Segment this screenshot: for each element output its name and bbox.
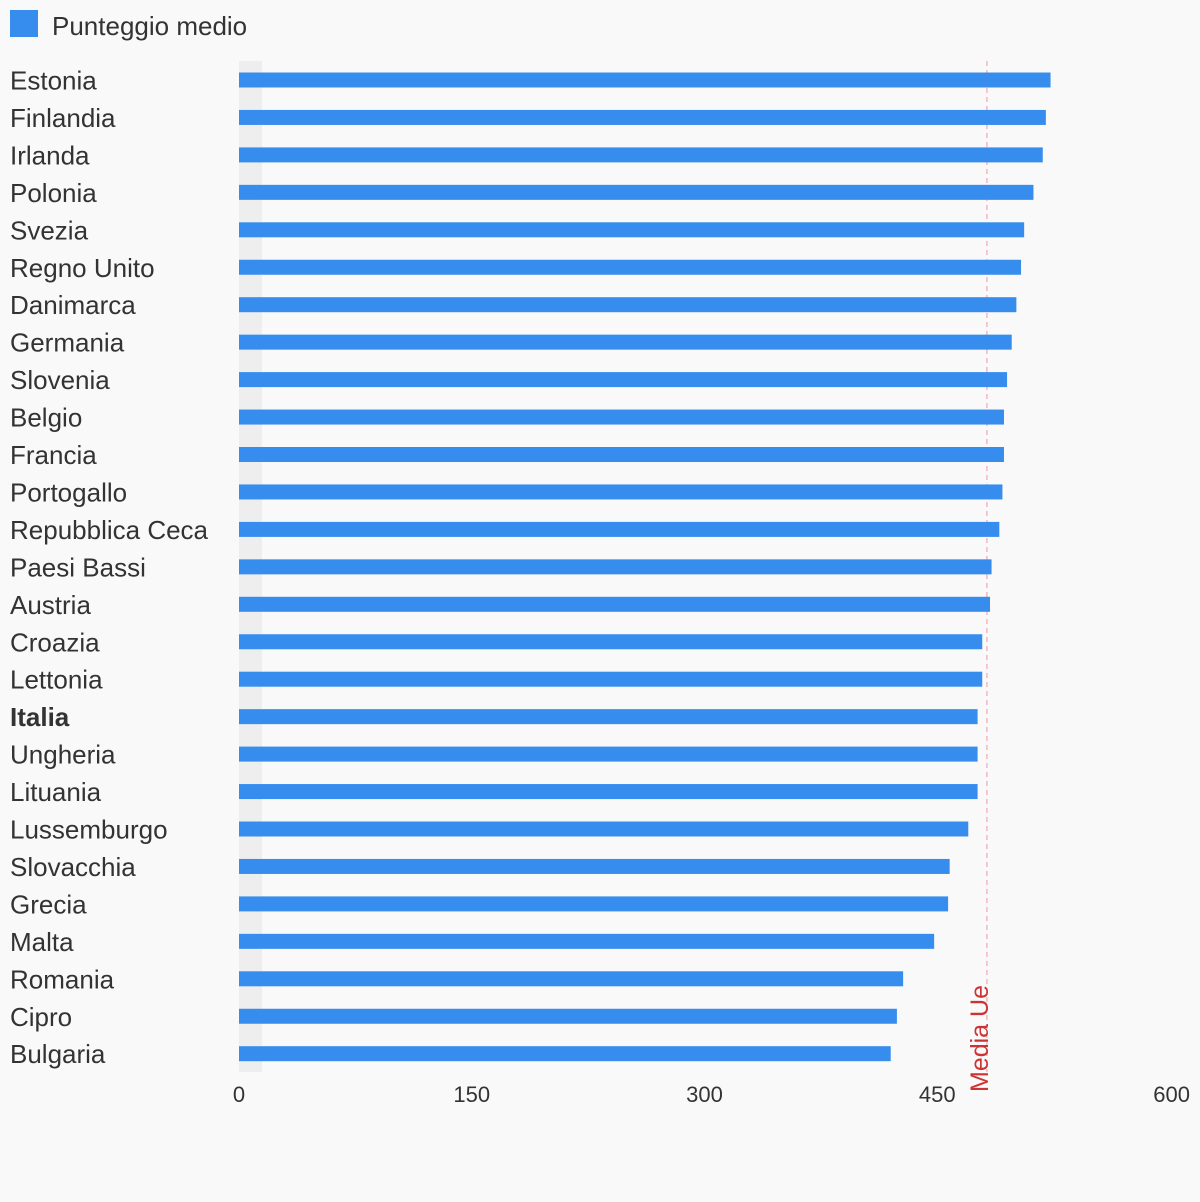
category-label: Francia: [10, 440, 97, 470]
bar: [239, 746, 978, 762]
x-tick-label: 450: [919, 1082, 956, 1107]
bar: [239, 409, 1004, 425]
category-label: Germania: [10, 328, 125, 358]
category-label: Romania: [10, 964, 115, 994]
category-label: Repubblica Ceca: [10, 515, 209, 545]
plot-area: Estonia Finlandia Irlanda Polonia Svezia Regn…: [10, 61, 1190, 1107]
bar: [239, 821, 969, 837]
category-label: Bulgaria: [10, 1039, 106, 1069]
bar: [239, 334, 1012, 350]
category-label: Slovacchia: [10, 852, 136, 882]
bar: [239, 933, 935, 949]
category-label: Portogallo: [10, 477, 127, 507]
category-label: Lussemburgo: [10, 815, 168, 845]
x-tick-label: 0: [233, 1082, 245, 1107]
bar: [239, 784, 978, 800]
legend-swatch: [10, 10, 38, 37]
category-label: Slovenia: [10, 365, 110, 395]
category-label: Paesi Bassi: [10, 552, 146, 582]
x-tick-label: 150: [453, 1082, 490, 1107]
bar: [239, 147, 1043, 163]
category-label: Ungheria: [10, 740, 116, 770]
bar: [239, 222, 1025, 238]
category-label: Grecia: [10, 889, 87, 919]
bar: [239, 858, 950, 874]
bar: [239, 259, 1022, 275]
legend-label: Punteggio medio: [52, 11, 247, 41]
category-label: Lettonia: [10, 665, 103, 695]
bar: [239, 1008, 897, 1024]
category-label: Polonia: [10, 178, 97, 208]
bar: [239, 109, 1046, 125]
category-label: Lituania: [10, 777, 102, 807]
category-label: Cipro: [10, 1002, 72, 1032]
category-label: Finlandia: [10, 103, 116, 133]
x-tick-label: 600: [1153, 1082, 1190, 1107]
category-label: Austria: [10, 590, 91, 620]
category-label: Irlanda: [10, 140, 90, 170]
category-label: Estonia: [10, 66, 97, 96]
bar: [239, 971, 904, 987]
category-label: Croazia: [10, 627, 100, 657]
bar: [239, 671, 983, 687]
bar: [239, 72, 1051, 88]
bar: [239, 709, 978, 725]
category-label: Malta: [10, 927, 74, 957]
bar: [239, 596, 991, 612]
bar: [239, 559, 992, 575]
bar: [239, 896, 949, 912]
x-tick-label: 300: [686, 1082, 723, 1107]
bar: [239, 521, 1000, 537]
bar: [239, 634, 983, 650]
bar: [239, 372, 1008, 388]
reference-label: Media Ue: [966, 985, 994, 1092]
bar: [239, 297, 1017, 313]
bar: [239, 184, 1034, 200]
category-label: Regno Unito: [10, 253, 155, 283]
bar: [239, 484, 1003, 500]
category-label: Danimarca: [10, 290, 136, 320]
bar: [239, 447, 1004, 462]
bar: [239, 1046, 891, 1062]
category-label: Italia: [10, 702, 70, 732]
category-label: Svezia: [10, 215, 89, 245]
category-label: Belgio: [10, 403, 82, 433]
